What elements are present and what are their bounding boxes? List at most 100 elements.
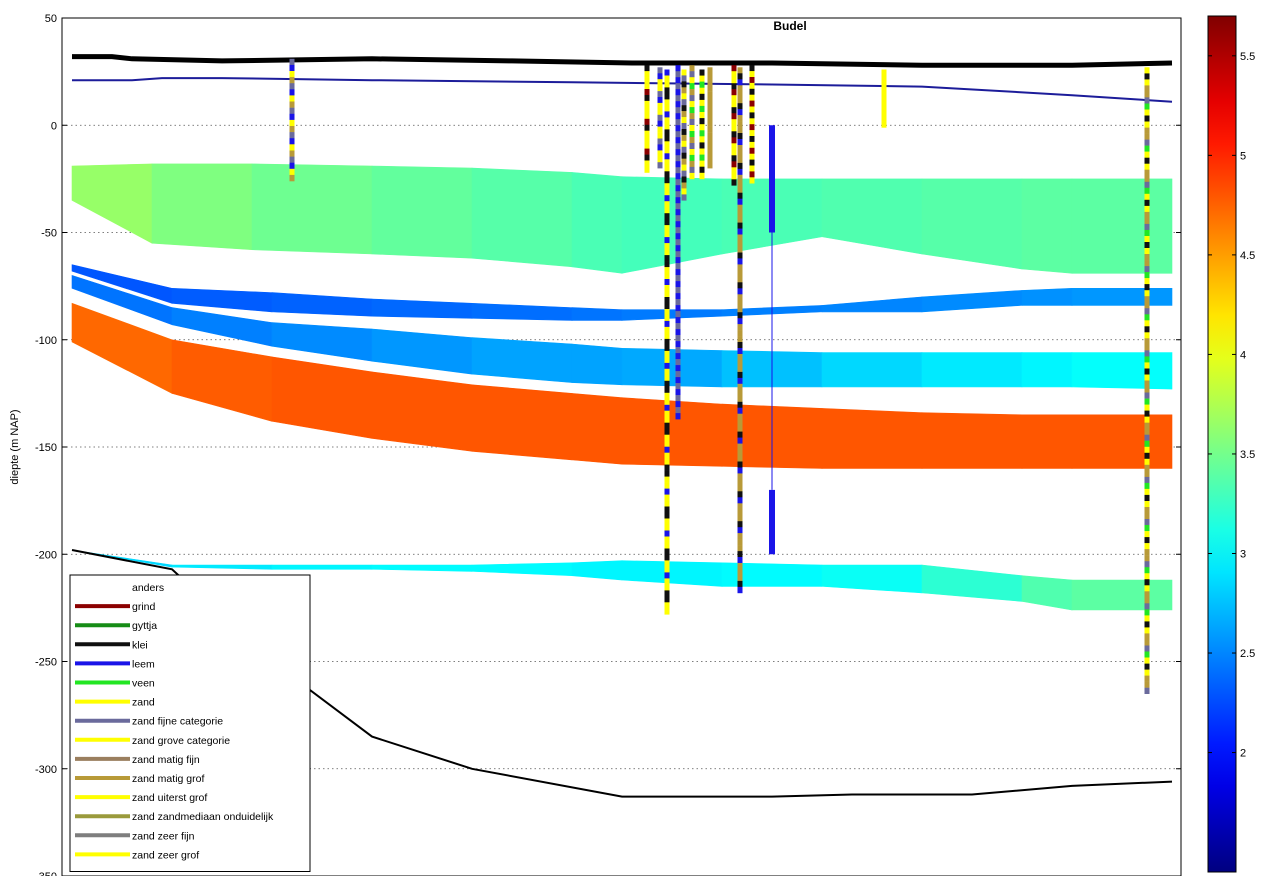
borehole-segment xyxy=(1144,163,1150,170)
borehole-segment xyxy=(699,75,705,82)
borehole-segment xyxy=(681,182,687,189)
borehole-segment xyxy=(1144,669,1150,676)
borehole-segment xyxy=(689,65,695,72)
borehole-segment xyxy=(1144,326,1150,333)
legend-label: zand zeer grof xyxy=(132,849,199,861)
borehole-segment xyxy=(689,154,695,162)
borehole-segment xyxy=(681,170,687,177)
borehole-segment xyxy=(664,542,670,549)
borehole-segment xyxy=(737,431,743,438)
legend-label: zand zeer fijn xyxy=(132,830,195,842)
borehole-segment xyxy=(699,93,705,101)
borehole-segment xyxy=(749,77,755,84)
borehole-segment xyxy=(664,123,670,130)
layer-4-segment xyxy=(271,564,373,570)
layer-3-segment xyxy=(621,397,723,467)
borehole-segment xyxy=(664,255,670,262)
borehole-segment xyxy=(1144,543,1150,550)
borehole-segment xyxy=(289,150,295,157)
borehole-segment xyxy=(737,276,743,283)
borehole-segment xyxy=(675,221,681,228)
borehole-segment xyxy=(681,164,687,171)
y-axis: 50 0 -50 -100 -150 -200 -250 -300 -350 xyxy=(35,13,1181,876)
borehole-segment xyxy=(737,419,743,426)
borehole-segment xyxy=(675,143,681,150)
borehole-segment xyxy=(881,121,887,128)
borehole-segment xyxy=(657,150,663,157)
borehole-segment xyxy=(681,81,687,88)
borehole-segment xyxy=(749,141,755,149)
borehole-segment xyxy=(675,347,681,354)
borehole-segment xyxy=(1144,452,1150,460)
borehole-segment xyxy=(737,569,743,576)
borehole-segment xyxy=(707,132,713,139)
layer-0-segment xyxy=(151,163,253,251)
borehole-segment xyxy=(675,257,681,264)
borehole-segment xyxy=(657,120,663,127)
borehole-segment xyxy=(1144,139,1150,146)
borehole-segment xyxy=(881,104,887,111)
borehole-segment xyxy=(675,125,681,132)
borehole-segment xyxy=(737,574,743,582)
borehole-segment xyxy=(657,67,663,74)
borehole-segment xyxy=(681,129,687,136)
borehole-segment xyxy=(737,258,743,265)
borehole-segment xyxy=(1144,428,1150,435)
borehole-segment xyxy=(1144,567,1150,574)
borehole-segment xyxy=(675,191,681,198)
borehole-segment xyxy=(1144,392,1150,399)
borehole-segment xyxy=(664,416,670,423)
borehole-segment xyxy=(881,110,887,117)
borehole-segment xyxy=(1144,639,1150,646)
borehole-segment xyxy=(289,58,295,66)
borehole-segment xyxy=(737,288,743,295)
borehole-segment xyxy=(1144,332,1150,339)
borehole-segment xyxy=(737,563,743,570)
borehole-segment xyxy=(657,79,663,86)
borehole-segment xyxy=(737,342,743,349)
borehole-segment xyxy=(699,105,705,113)
borehole-segment xyxy=(1144,440,1150,447)
colorbar-tick-label: 4 xyxy=(1240,349,1246,361)
borehole-segment xyxy=(644,112,650,120)
borehole-segment xyxy=(289,144,295,151)
borehole-segment xyxy=(1144,302,1150,309)
layer-0-segment xyxy=(921,178,1023,270)
borehole-segment xyxy=(681,188,687,195)
borehole-segment xyxy=(664,231,670,238)
borehole-segment xyxy=(664,189,670,196)
borehole-segment xyxy=(749,88,755,95)
borehole-segment xyxy=(769,489,775,555)
borehole-segment xyxy=(675,65,681,72)
borehole-segment xyxy=(1144,67,1150,74)
borehole-segment xyxy=(657,156,663,163)
colorbar-gradient xyxy=(1207,15,1237,873)
legend-label: zand xyxy=(132,697,155,709)
borehole-segment xyxy=(664,219,670,226)
borehole-segment xyxy=(737,312,743,319)
borehole-segment xyxy=(644,136,650,143)
borehole-segment xyxy=(707,108,713,115)
layer-0-segment xyxy=(371,165,473,259)
y-tick-label: -200 xyxy=(35,549,57,561)
borehole-segment xyxy=(737,371,743,379)
borehole-segment xyxy=(737,479,743,486)
borehole-segment xyxy=(664,297,670,304)
borehole-segment xyxy=(664,87,670,94)
borehole-segment xyxy=(737,145,743,152)
borehole-segment xyxy=(664,213,670,220)
legend-label: zand matig fijn xyxy=(132,754,200,766)
layer-2-segment xyxy=(921,352,1023,388)
borehole-segment xyxy=(699,154,705,161)
borehole-segment xyxy=(1144,482,1150,490)
borehole-segment xyxy=(1144,362,1150,369)
legend-label: zand fijne categorie xyxy=(132,716,223,728)
borehole-segment xyxy=(1144,79,1150,86)
borehole-segment xyxy=(657,91,663,98)
borehole-segment xyxy=(1144,687,1150,694)
borehole-segment xyxy=(737,330,743,337)
borehole-segment xyxy=(737,521,743,528)
layer-3-segment xyxy=(571,393,623,465)
borehole-segment xyxy=(1144,470,1150,478)
borehole-segment xyxy=(664,243,670,250)
